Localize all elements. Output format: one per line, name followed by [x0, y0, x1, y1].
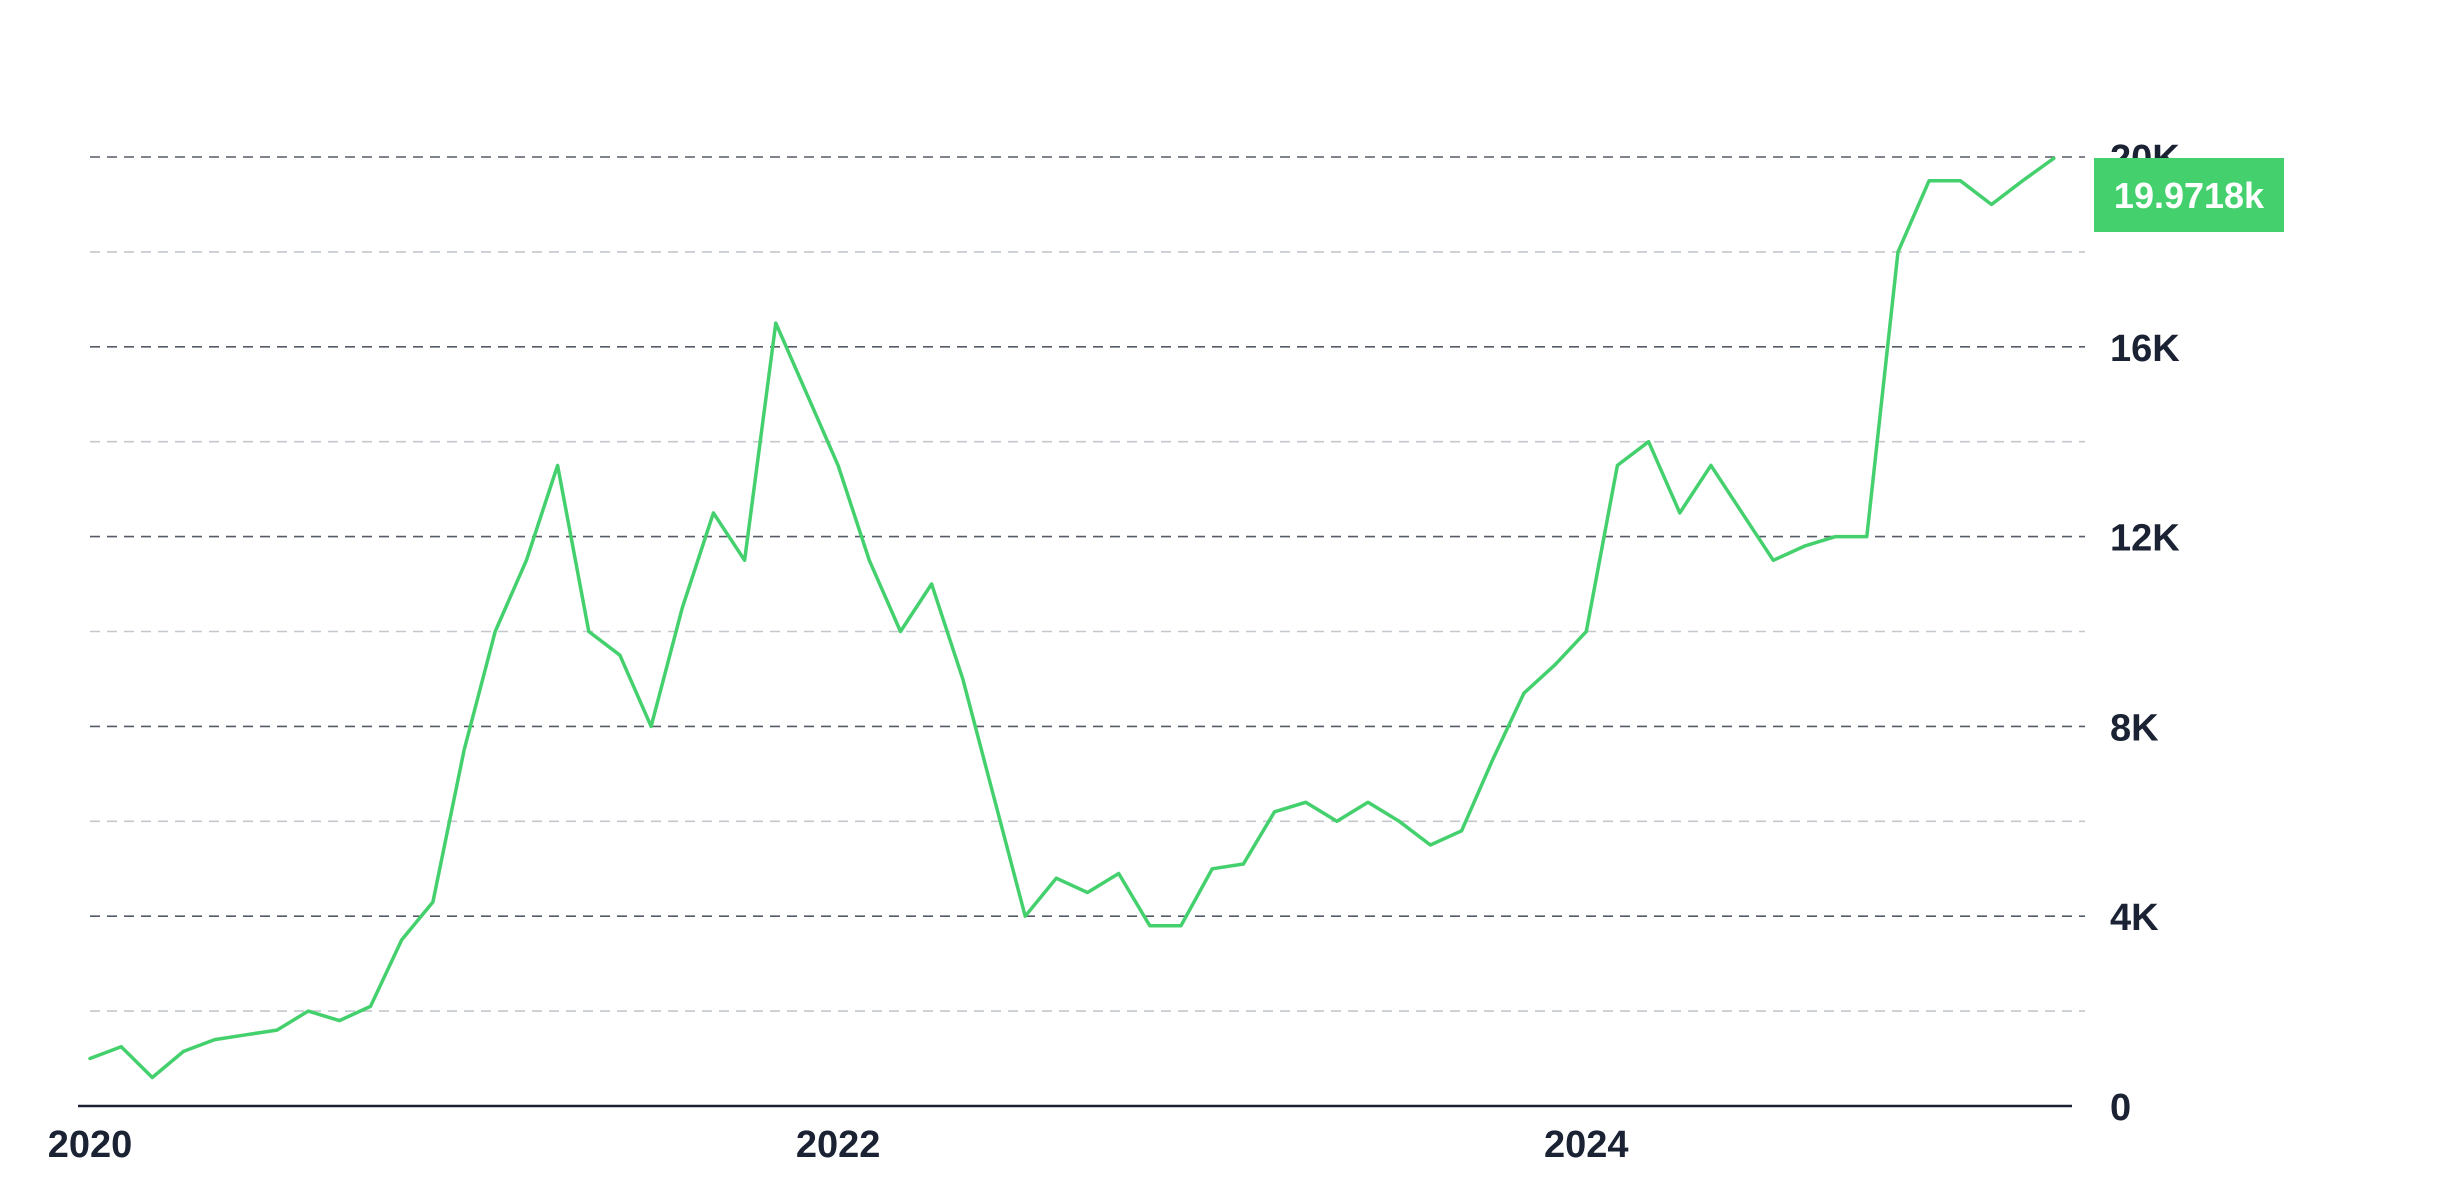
grid-layer — [90, 156, 2085, 1012]
x-tick-label: 2022 — [796, 1124, 881, 1166]
y-tick-label: 4K — [2110, 897, 2159, 939]
y-tick-label: 0 — [2110, 1087, 2131, 1129]
series-line — [88, 156, 2056, 1080]
last-value-badge: 19.9718k — [2094, 158, 2284, 232]
last-value-label: 19.9718k — [2114, 175, 2265, 216]
x-axis-labels: 2020 2022 2024 — [48, 1124, 1629, 1166]
x-tick-label: 2020 — [48, 1124, 133, 1166]
y-tick-label: 8K — [2110, 707, 2159, 749]
last-value-badge-bg — [2094, 158, 2284, 232]
series-layer — [88, 156, 2056, 1080]
y-tick-label: 16K — [2110, 328, 2180, 370]
x-tick-label: 2024 — [1544, 1124, 1629, 1166]
y-axis-labels: 04K8K12K16K20K — [2110, 138, 2180, 1129]
y-tick-label: 12K — [2110, 518, 2180, 560]
